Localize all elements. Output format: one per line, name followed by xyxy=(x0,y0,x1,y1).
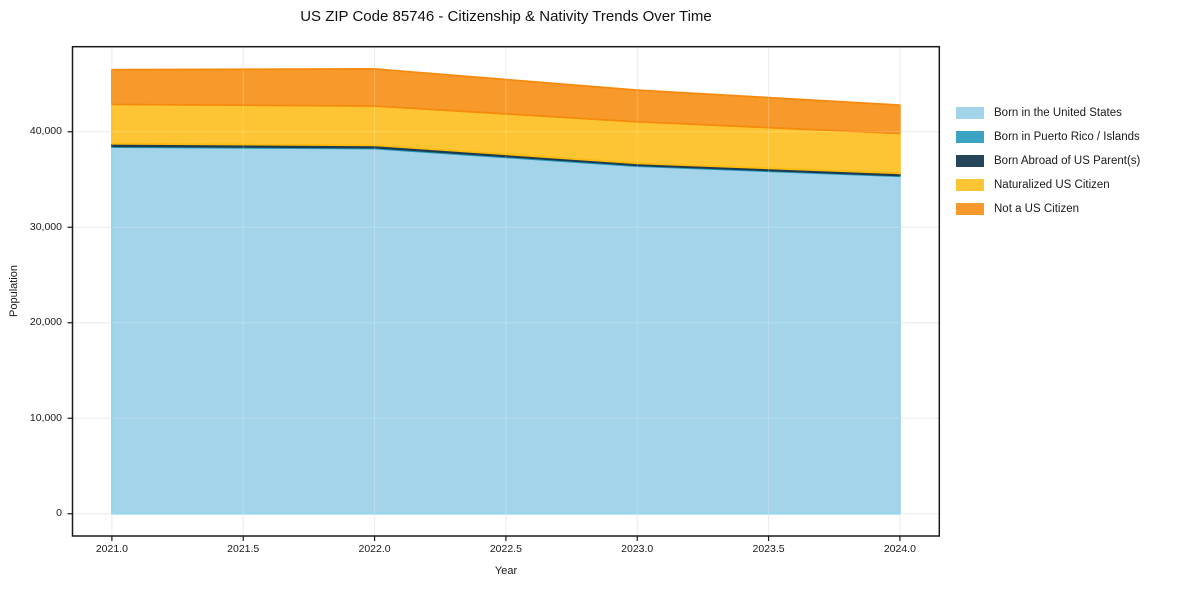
tick-marks xyxy=(67,131,901,541)
x-tick-label: 2023.0 xyxy=(621,543,654,555)
legend-item: Born in the United States xyxy=(956,101,1140,125)
legend-swatch-icon xyxy=(956,203,984,215)
area-not-a-us-citizen xyxy=(111,68,901,135)
x-tick-label: 2021.0 xyxy=(95,543,128,555)
legend: Born in the United States Born in Puerto… xyxy=(956,101,1140,221)
y-tick-label: 0 xyxy=(56,507,62,520)
x-tick-label: 2023.5 xyxy=(752,543,785,555)
x-tick-label: 2021.5 xyxy=(227,543,260,555)
legend-swatch-icon xyxy=(956,131,984,143)
x-tick-label: 2022.0 xyxy=(358,543,391,555)
legend-label: Born in the United States xyxy=(994,107,1122,119)
legend-label: Naturalized US Citizen xyxy=(994,179,1110,191)
gridlines-overlay xyxy=(72,46,940,536)
legend-item: Not a US Citizen xyxy=(956,197,1140,221)
y-tick-label: 40,000 xyxy=(29,125,62,138)
legend-swatch-icon xyxy=(956,155,984,167)
legend-item: Naturalized US Citizen xyxy=(956,173,1140,197)
legend-swatch-icon xyxy=(956,107,984,119)
legend-item: Born Abroad of US Parent(s) xyxy=(956,149,1140,173)
x-tick-label: 2024.0 xyxy=(883,543,916,555)
y-tick-label: 10,000 xyxy=(29,411,62,424)
legend-item: Born in Puerto Rico / Islands xyxy=(956,125,1140,149)
x-tick-label: 2022.5 xyxy=(489,543,522,555)
stacked-areas xyxy=(111,68,901,515)
legend-label: Born in Puerto Rico / Islands xyxy=(994,131,1140,143)
x-axis-title: Year xyxy=(494,565,518,577)
y-axis-title: Population xyxy=(8,265,20,317)
legend-label: Born Abroad of US Parent(s) xyxy=(994,155,1141,167)
y-tick-label: 30,000 xyxy=(29,220,62,233)
chart-title: US ZIP Code 85746 - Citizenship & Nativi… xyxy=(300,8,712,25)
y-tick-label: 20,000 xyxy=(29,316,62,329)
legend-label: Not a US Citizen xyxy=(994,203,1080,215)
legend-swatch-icon xyxy=(956,179,984,191)
